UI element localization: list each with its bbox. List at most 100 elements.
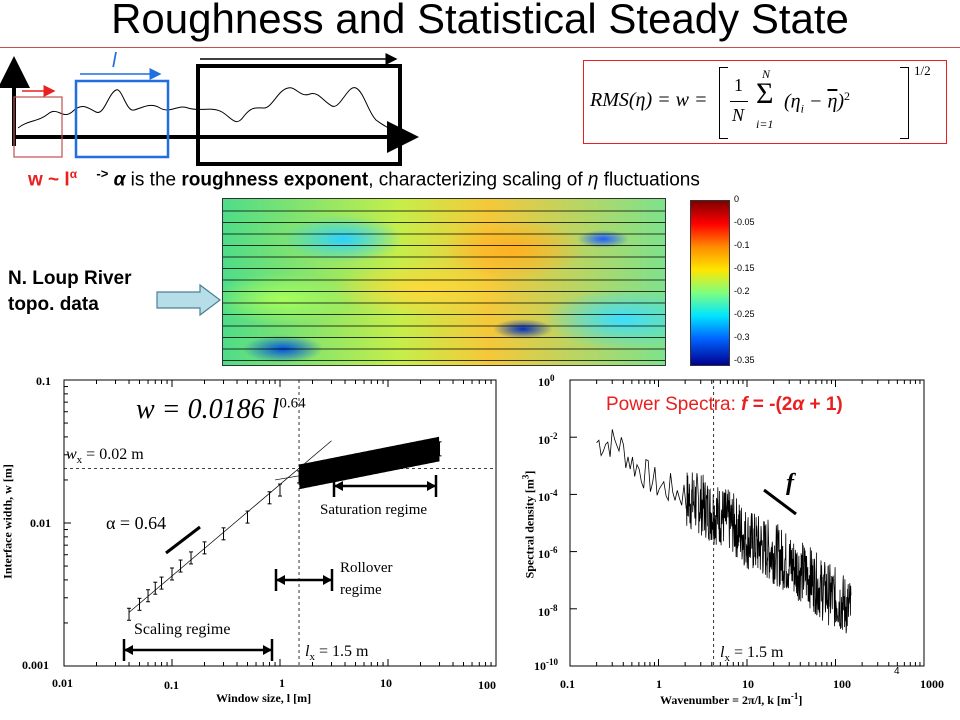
alpha-slope-marker: [165, 525, 201, 555]
colorbar-ticks: 0 -0.05 -0.1 -0.15 -0.2 -0.25 -0.3 -0.35: [734, 194, 774, 370]
medium-window-box: [74, 79, 170, 159]
right-ytick-base: 10: [538, 605, 550, 619]
right-ytick-base: 10: [538, 547, 550, 561]
right-lx-value: = 1.5 m: [729, 644, 784, 661]
scaling-law-prefix: w ~ l: [28, 169, 70, 191]
wx-label: wx = 0.02 m: [66, 446, 144, 466]
scaling-law-arrow: ->: [96, 166, 109, 181]
large-window-box: [196, 64, 402, 166]
ps-title-alpha: α: [792, 394, 805, 415]
right-ytick-exp: -10: [546, 657, 558, 667]
right-ytick-base: 10: [538, 433, 550, 447]
right-ytick: 100: [538, 373, 555, 390]
scaling-law-is-the: is the: [125, 169, 182, 191]
roughness-schematic: [0, 53, 419, 166]
right-xlabel-sup: -1: [790, 691, 799, 701]
right-ylabel-text: Spectral density [m: [522, 479, 537, 579]
right-xtick: 1000: [920, 677, 944, 691]
scaling-arrow-head: [124, 645, 133, 655]
power-spectrum-plot: [569, 379, 925, 667]
rms-power: 1/2: [914, 63, 931, 78]
left-fit-exponent: 0.64: [279, 395, 306, 412]
right-ytick: 10-10: [534, 657, 558, 674]
right-xtick: 100: [833, 677, 851, 691]
left-lx-subscript: x: [309, 651, 315, 664]
sum-bottom: i=1: [756, 117, 774, 131]
river-label: N. Loup River topo. data: [8, 266, 132, 318]
sum-body-sub: i: [800, 101, 804, 116]
topo-transect-lines: [223, 210, 665, 361]
right-xlabel: Wavenumber = 2π/l, k [m-1]: [660, 691, 802, 708]
rms-formula-box: RMS(η) = w = 1 N N Σ i=1 (ηi − η)2 1/2: [583, 60, 947, 144]
scaling-law-end: fluctuations: [598, 169, 700, 191]
right-ytick: 10-2: [538, 431, 558, 448]
right-ytick-exp: -4: [550, 488, 558, 498]
river-label-line-2: topo. data: [8, 294, 99, 315]
left-xtick: 100: [478, 678, 496, 692]
left-fit-equation: w = 0.0186 l0.64: [136, 394, 306, 426]
ps-title-rest: = -(2: [747, 394, 793, 415]
right-xtick: 0.1: [560, 677, 575, 691]
colorbar-tick: -0.35: [734, 355, 755, 365]
ps-title-prefix: Power Spectra:: [606, 394, 742, 415]
right-ytick: 10-6: [538, 545, 558, 562]
right-ytick-base: 10: [538, 375, 550, 389]
left-ytick: 0.1: [36, 374, 51, 388]
colorbar-tick: -0.1: [734, 240, 750, 250]
scaling-law-term: roughness exponent: [181, 169, 369, 191]
title-divider: [0, 47, 960, 48]
right-xtick: 10: [742, 677, 754, 691]
saturation-arrow-head: [334, 481, 343, 491]
left-lx-value: = 1.5 m: [314, 643, 369, 660]
rollover-arrow-head: [323, 575, 332, 585]
wx-value: = 0.02 m: [82, 446, 144, 463]
right-lx-label: lx = 1.5 m: [720, 644, 783, 664]
scaling-law-sentence: w ~ lα -> α is the roughness exponent, c…: [28, 166, 700, 191]
alpha-label: α = 0.64: [106, 513, 167, 533]
sum-body-open: (η: [784, 90, 801, 113]
right-bracket: [900, 67, 909, 139]
right-lx-subscript: x: [724, 652, 730, 665]
right-xlabel-end: ]: [798, 693, 803, 707]
colorbar-tick: -0.25: [734, 309, 755, 319]
sum-body: (ηi − η)2: [784, 89, 850, 117]
right-ytick-exp: -2: [550, 431, 558, 441]
colorbar-tick: -0.05: [734, 217, 755, 227]
left-ytick: 0.001: [22, 658, 49, 672]
rollover-arrow-head: [276, 575, 285, 585]
width-scaling-plot: [63, 379, 497, 667]
right-xtick: 1: [656, 677, 662, 691]
right-ytick: 10-4: [538, 488, 558, 505]
right-ylabel: Spectral density [m3]: [521, 460, 538, 590]
river-label-arrow: [156, 283, 221, 317]
page-title: Roughness and Statistical Steady State: [111, 0, 849, 42]
fraction-n: N: [732, 105, 745, 125]
slope-f-label: f: [786, 470, 794, 496]
fraction-one: 1: [734, 75, 743, 95]
sum-top: N: [762, 67, 771, 81]
right-ytick-exp: -6: [550, 545, 558, 555]
left-fit-equation-base: w = 0.0186 l: [136, 394, 280, 425]
stray-mark: 4: [894, 666, 900, 677]
topo-heatmap: [222, 198, 666, 366]
colorbar-tick: -0.3: [734, 332, 750, 342]
rms-formula-lhs: RMS(η) = w =: [590, 89, 708, 111]
sum-body-close: ): [837, 90, 845, 113]
left-xtick: 0.01: [52, 676, 73, 690]
sum-symbol: Σ: [756, 77, 774, 110]
right-ytick-base: 10: [538, 490, 550, 504]
saturation-label: Saturation regime: [320, 502, 428, 518]
right-lx-symbol: l: [720, 644, 725, 661]
scaling-regime-label: Scaling regime: [134, 621, 231, 638]
power-spectra-title: Power Spectra: f = -(2α + 1): [606, 394, 843, 416]
ps-title-end: + 1): [804, 394, 843, 415]
scaling-law-rest: , characterizing scaling of: [368, 169, 588, 191]
sum-body-eta-bar: η: [827, 90, 838, 113]
rough-surface-profile: [17, 87, 405, 137]
scaling-law-exponent: α: [69, 167, 78, 181]
scaling-law-alpha: α: [113, 169, 126, 191]
wx-subscript: x: [76, 454, 83, 467]
fraction-bar: [730, 101, 748, 102]
scaling-law-eta: η: [587, 169, 599, 191]
right-xlabel-text: Wavenumber = 2π/l, k [m: [660, 693, 791, 707]
